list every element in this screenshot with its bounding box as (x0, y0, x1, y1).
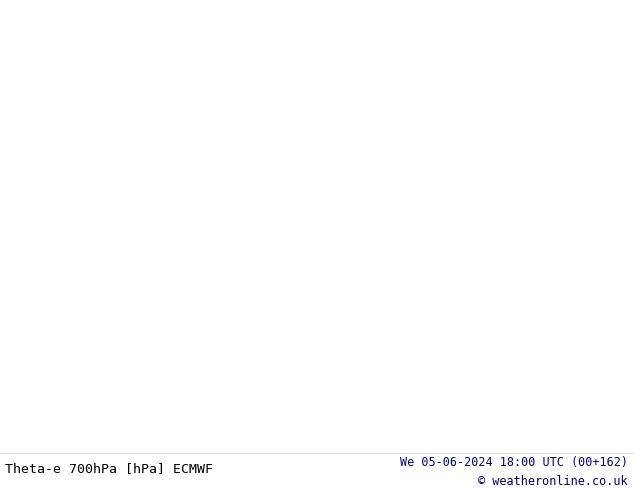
Text: Theta-e 700hPa [hPa] ECMWF: Theta-e 700hPa [hPa] ECMWF (5, 462, 213, 475)
Text: © weatheronline.co.uk: © weatheronline.co.uk (478, 475, 628, 488)
Text: We 05-06-2024 18:00 UTC (00+162): We 05-06-2024 18:00 UTC (00+162) (399, 456, 628, 469)
